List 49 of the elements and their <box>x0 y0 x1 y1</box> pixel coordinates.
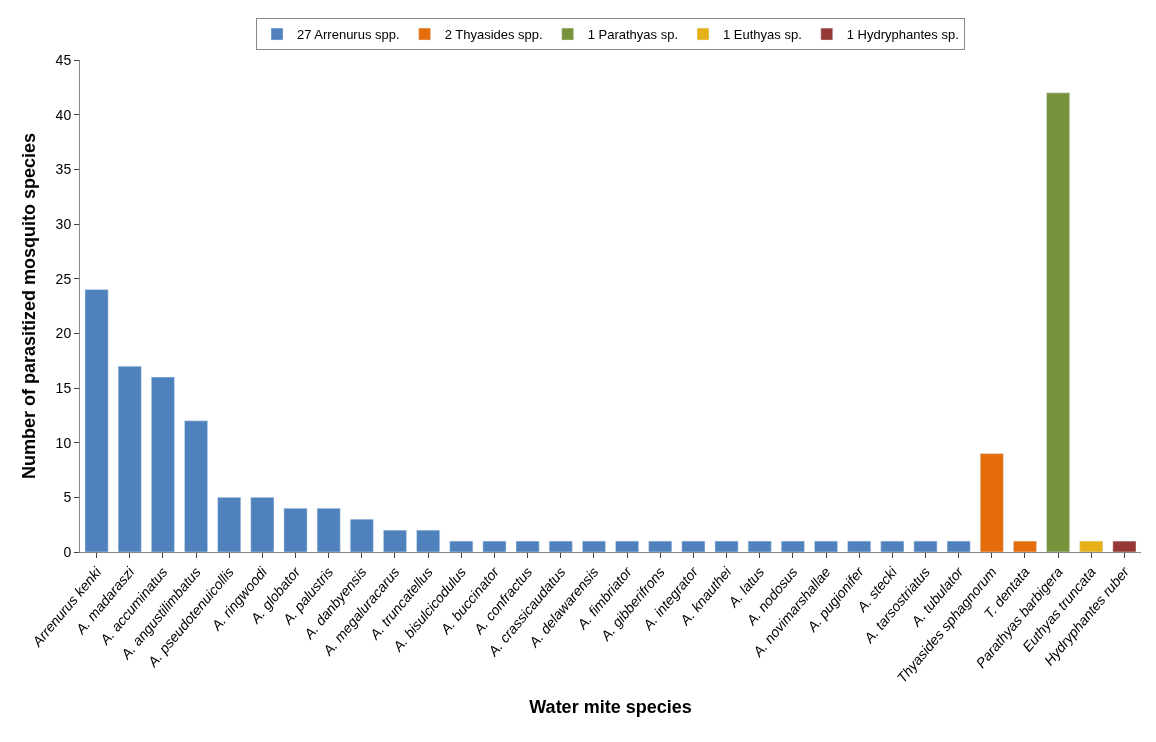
bar <box>714 540 739 552</box>
bar <box>151 376 175 552</box>
y-tick-label: 20 <box>55 325 72 342</box>
x-axis-title: Water mite species <box>529 696 692 717</box>
bar <box>1013 540 1037 552</box>
bar <box>416 529 440 552</box>
bar <box>548 540 573 552</box>
legend-label: 1 Parathyas sp. <box>587 27 678 43</box>
y-tick-label: 5 <box>63 489 72 506</box>
bar <box>515 540 540 552</box>
bar <box>979 453 1004 552</box>
bar <box>217 497 242 552</box>
bar <box>781 540 805 552</box>
y-tick-label: 25 <box>55 270 72 287</box>
bar <box>349 518 374 552</box>
bar <box>117 365 142 552</box>
bar <box>184 420 208 552</box>
bar <box>1112 540 1137 552</box>
bar <box>283 508 308 552</box>
y-tick-label: 10 <box>55 434 72 451</box>
bar <box>847 540 872 552</box>
y-tick-label: 45 <box>55 51 72 68</box>
bar <box>615 540 639 552</box>
y-tick-label: 30 <box>55 215 72 232</box>
bar <box>681 540 706 552</box>
bar <box>913 540 938 552</box>
bar <box>383 529 407 552</box>
y-tick-label: 35 <box>55 161 72 178</box>
bar <box>1079 540 1104 552</box>
legend-label: 1 Hydryphantes sp. <box>846 27 959 43</box>
bar <box>482 540 507 552</box>
bar <box>84 289 109 552</box>
y-axis-title: Number of parasitized mosquito species <box>18 132 39 480</box>
y-tick-label: 40 <box>55 106 72 123</box>
bar <box>814 540 838 552</box>
bar <box>582 540 606 552</box>
bar <box>880 540 905 552</box>
bar <box>316 508 341 552</box>
bar <box>1046 92 1070 552</box>
bar <box>648 540 673 552</box>
y-tick-label: 0 <box>63 543 72 560</box>
legend-label: 1 Euthyas sp. <box>723 27 802 43</box>
bar <box>250 497 275 552</box>
legend-label: 27 Arrenurus spp. <box>297 27 400 43</box>
bar <box>946 540 971 552</box>
legend-label: 2 Thyasides spp. <box>444 27 543 43</box>
bar <box>449 540 474 552</box>
bar <box>747 540 772 552</box>
y-tick-label: 15 <box>55 379 72 396</box>
